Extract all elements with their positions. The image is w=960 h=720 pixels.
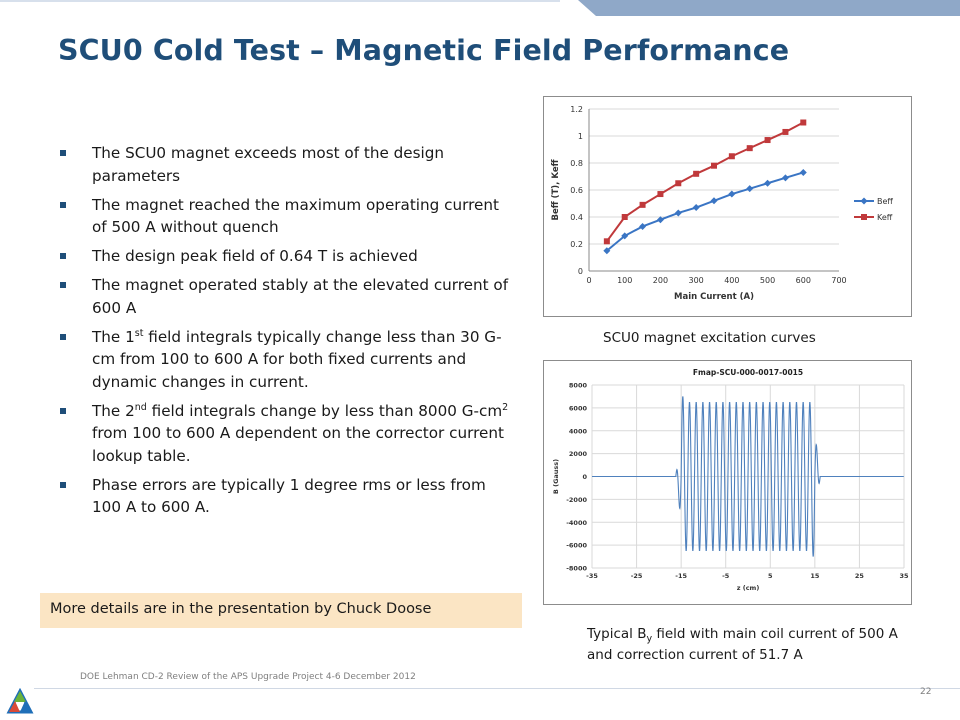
bullet-list: The SCU0 magnet exceeds most of the desi… bbox=[60, 142, 510, 525]
excitation-chart: 0 0.2 0.4 0.6 0.8 1 1.2 0 100 200 300 400 500 600 700 M… bbox=[551, 105, 893, 302]
fieldmap-chart: Fmap-SCU-000-0017-0015 -8000 -6000 -4000 -20… bbox=[552, 368, 909, 592]
bullet-square-icon bbox=[60, 407, 66, 414]
y-axis-label: B (Gauss) bbox=[552, 459, 560, 494]
page-title: SCU0 Cold Test – Magnetic Field Performa… bbox=[58, 34, 790, 67]
data-point-beff bbox=[710, 197, 718, 205]
y-tick-label: 0 bbox=[582, 473, 587, 481]
y-tick-label: -2000 bbox=[566, 496, 587, 504]
data-point-keff bbox=[711, 162, 717, 169]
x-tick-label: 100 bbox=[617, 276, 632, 285]
bullet-square-icon bbox=[60, 481, 66, 488]
bullet-item: The magnet reached the maximum operating… bbox=[60, 194, 510, 239]
data-point-beff bbox=[692, 204, 700, 212]
data-point-keff bbox=[728, 153, 735, 160]
y-tick-label: 6000 bbox=[569, 404, 588, 412]
legend-marker bbox=[860, 197, 868, 205]
y-axis-label: Beff (T), Keff bbox=[551, 159, 561, 220]
bullet-square-icon bbox=[60, 253, 66, 259]
x-tick-label: 500 bbox=[760, 276, 775, 285]
legend-marker bbox=[861, 214, 867, 220]
data-point-keff bbox=[603, 238, 610, 245]
y-tick-label: -4000 bbox=[566, 519, 587, 527]
data-point-beff bbox=[621, 232, 629, 240]
y-tick-label: 0.2 bbox=[570, 240, 583, 249]
x-tick-label: 25 bbox=[855, 572, 865, 580]
y-tick-label: 0.4 bbox=[570, 213, 583, 222]
footer-rule bbox=[34, 688, 960, 689]
data-point-keff bbox=[675, 180, 682, 187]
data-point-beff bbox=[603, 247, 611, 255]
bullet-item: The 1st field integrals typically change… bbox=[60, 326, 510, 394]
data-point-beff bbox=[639, 222, 647, 230]
bullet-item: The design peak field of 0.64 T is achie… bbox=[60, 245, 510, 268]
x-tick-label: 300 bbox=[689, 276, 704, 285]
data-point-keff bbox=[764, 137, 771, 144]
y-tick-label: 1.2 bbox=[570, 105, 583, 114]
y-tick-label: -6000 bbox=[566, 542, 587, 550]
x-tick-label: 15 bbox=[810, 572, 820, 580]
y-tick-label: 2000 bbox=[569, 450, 588, 458]
series-line-beff bbox=[606, 171, 804, 252]
x-tick-label: -15 bbox=[675, 572, 687, 580]
x-axis-label: z (cm) bbox=[737, 584, 760, 592]
data-point-beff bbox=[781, 174, 789, 182]
y-tick-label: 0.6 bbox=[570, 186, 583, 195]
bullet-item: The 2nd field integrals change by less t… bbox=[60, 400, 510, 468]
bullet-square-icon bbox=[60, 201, 66, 208]
legend-label: Beff bbox=[877, 197, 893, 206]
more-details-box: More details are in the presentation by … bbox=[40, 593, 522, 628]
bullet-square-icon bbox=[60, 282, 66, 288]
data-point-beff bbox=[764, 179, 772, 187]
x-tick-label: -35 bbox=[586, 572, 598, 580]
x-tick-label: 700 bbox=[831, 276, 846, 285]
bullet-item: The SCU0 magnet exceeds most of the desi… bbox=[60, 142, 510, 187]
y-tick-label: 0 bbox=[578, 267, 583, 276]
field-series-line bbox=[592, 396, 904, 557]
data-point-beff bbox=[728, 190, 736, 198]
y-tick-label: 4000 bbox=[569, 427, 588, 435]
data-point-keff bbox=[800, 119, 807, 126]
excitation-caption: SCU0 magnet excitation curves bbox=[603, 330, 816, 346]
data-point-beff bbox=[674, 209, 682, 217]
data-point-beff bbox=[799, 168, 807, 176]
page-number: 22 bbox=[920, 687, 932, 697]
fieldmap-chart-frame: Fmap-SCU-000-0017-0015 -8000 -6000 -4000 -20… bbox=[543, 360, 912, 605]
legend-label: Keff bbox=[877, 213, 893, 222]
fieldmap-caption: Typical By field with main coil current … bbox=[587, 626, 898, 663]
x-tick-label: 0 bbox=[586, 276, 591, 285]
data-point-beff bbox=[746, 185, 754, 193]
data-point-beff bbox=[656, 216, 664, 224]
data-point-keff bbox=[621, 214, 628, 220]
x-tick-label: -25 bbox=[631, 572, 643, 580]
top-band bbox=[0, 0, 960, 16]
data-point-keff bbox=[782, 128, 789, 135]
data-point-keff bbox=[657, 191, 664, 198]
y-tick-label: -8000 bbox=[566, 565, 587, 573]
chart-title: Fmap-SCU-000-0017-0015 bbox=[693, 368, 803, 377]
x-tick-label: 600 bbox=[796, 276, 811, 285]
bullet-square-icon bbox=[60, 333, 66, 340]
x-axis-label: Main Current (A) bbox=[674, 292, 754, 302]
bullet-item: The magnet operated stably at the elevat… bbox=[60, 274, 510, 319]
bullet-item: Phase errors are typically 1 degree rms … bbox=[60, 474, 510, 519]
excitation-chart-frame: 0 0.2 0.4 0.6 0.8 1 1.2 0 100 200 300 400 500 600 700 M… bbox=[543, 96, 912, 317]
footer-text: DOE Lehman CD-2 Review of the APS Upgrad… bbox=[80, 672, 416, 682]
y-tick-label: 0.8 bbox=[570, 159, 583, 168]
data-point-keff bbox=[693, 170, 700, 177]
y-tick-label: 1 bbox=[578, 132, 583, 141]
argonne-logo-icon bbox=[6, 688, 34, 714]
data-point-keff bbox=[639, 201, 646, 208]
x-tick-label: 35 bbox=[899, 572, 909, 580]
x-tick-label: 400 bbox=[724, 276, 739, 285]
more-details-text: More details are in the presentation by … bbox=[50, 601, 432, 617]
x-tick-label: 200 bbox=[653, 276, 668, 285]
bullet-square-icon bbox=[60, 150, 66, 156]
x-tick-label: 5 bbox=[768, 572, 773, 580]
y-tick-label: 8000 bbox=[569, 382, 588, 390]
data-point-keff bbox=[746, 145, 753, 152]
x-tick-label: -5 bbox=[722, 572, 730, 580]
